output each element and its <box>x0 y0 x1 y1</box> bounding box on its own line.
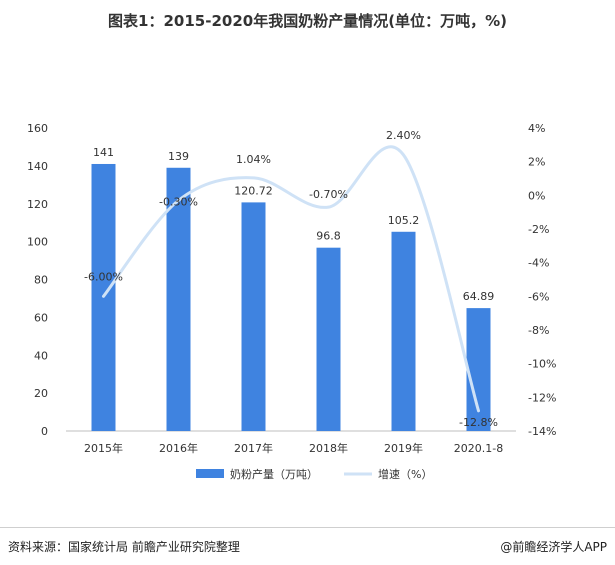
bar-3 <box>316 247 341 431</box>
y-left-tick-label: 60 <box>34 311 48 324</box>
source-note: 资料来源：国家统计局 前瞻产业研究院整理 <box>8 540 240 554</box>
y-left-tick-label: 40 <box>34 349 48 362</box>
y-left-tick-label: 100 <box>27 236 48 249</box>
x-tick-label: 2019年 <box>384 441 423 455</box>
y-right-tick-label: -2% <box>528 223 549 236</box>
legend-line-label: 增速（%） <box>378 467 432 481</box>
y-right-tick-label: -8% <box>528 324 549 337</box>
growth-line <box>102 145 480 413</box>
y-left-tick-label: 80 <box>34 274 48 287</box>
y-left-tick-label: 160 <box>27 122 48 135</box>
footer: 资料来源：国家统计局 前瞻产业研究院整理 @前瞻经济学人APP <box>0 534 615 556</box>
x-tick-label: 2017年 <box>234 441 273 455</box>
bar-value-label: 96.8 <box>316 230 341 243</box>
line-value-label: 1.04% <box>236 153 271 166</box>
y-right-tick-label: -10% <box>528 358 556 371</box>
line-value-label: 2.40% <box>386 129 421 142</box>
line-value-label: -6.00% <box>84 270 123 283</box>
chart-title: 图表1：2015-2020年我国奶粉产量情况(单位：万吨，%) <box>108 12 507 30</box>
y-left-tick-label: 120 <box>27 198 48 211</box>
footer-divider <box>0 527 615 528</box>
y-right-tick-label: -4% <box>528 257 549 270</box>
y-right-tick-label: -14% <box>528 425 556 438</box>
line-value-label: -12.8% <box>459 416 498 429</box>
y-right-tick-label: -6% <box>528 290 549 303</box>
bar-1 <box>166 167 191 432</box>
x-tick-label: 2016年 <box>159 441 198 455</box>
bar-2 <box>241 202 266 431</box>
y-left-tick-label: 20 <box>34 387 48 400</box>
y-left-tick-label: 140 <box>27 160 48 173</box>
x-tick-label: 2015年 <box>84 441 123 455</box>
y-right-tick-label: 2% <box>528 156 545 169</box>
legend-bar-label: 奶粉产量（万吨） <box>230 467 318 481</box>
y-right-tick-label: 4% <box>528 122 545 135</box>
brand-mark: @前瞻经济学人APP <box>500 540 607 554</box>
bar-value-label: 120.72 <box>234 184 273 197</box>
bar-value-label: 139 <box>168 150 189 163</box>
y-right-tick-label: 0% <box>528 189 545 202</box>
bar-value-label: 105.2 <box>388 214 420 227</box>
line-value-label: -0.70% <box>309 188 348 201</box>
x-tick-label: 2018年 <box>309 441 348 455</box>
y-right-tick-label: -12% <box>528 391 556 404</box>
line-value-label: -0.30% <box>159 195 198 208</box>
bar-5 <box>466 308 491 431</box>
x-tick-label: 2020.1-8 <box>454 442 503 455</box>
combo-chart: 0 20 40 60 80 100 120 140 160 -14% -12% -10% -8% -6% -… <box>27 122 556 481</box>
bar-value-label: 141 <box>93 146 114 159</box>
legend-bar-swatch <box>196 469 224 478</box>
y-left-tick-label: 0 <box>41 425 48 438</box>
bar-4 <box>391 231 416 431</box>
bar-value-label: 64.89 <box>463 290 495 303</box>
